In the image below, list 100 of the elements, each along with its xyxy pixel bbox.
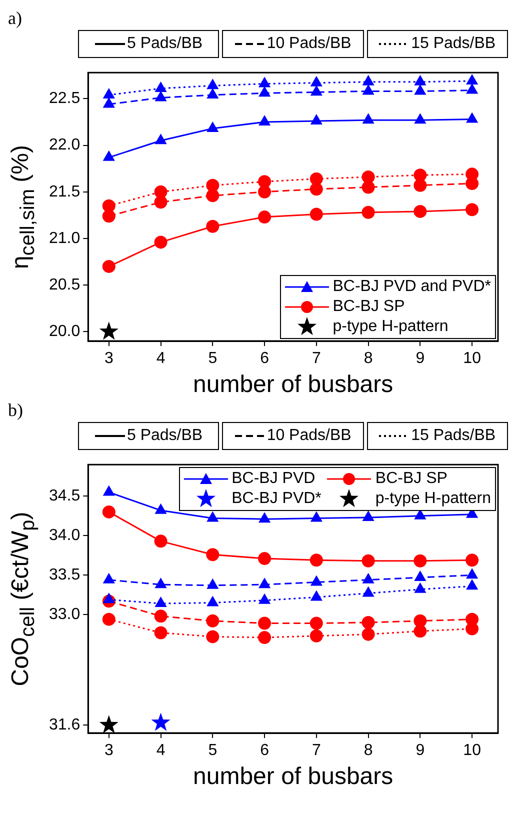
point	[154, 610, 168, 623]
point	[362, 510, 374, 521]
point	[155, 134, 166, 144]
point	[103, 150, 115, 161]
point	[310, 86, 322, 96]
y-tick-label: 33.0	[49, 606, 80, 623]
point	[155, 82, 166, 92]
x-tick-label: 3	[104, 350, 114, 368]
point	[466, 612, 479, 626]
point	[466, 580, 478, 590]
point	[154, 534, 168, 548]
point	[362, 628, 375, 641]
point	[362, 616, 375, 629]
point	[414, 178, 427, 192]
point	[310, 576, 322, 586]
point	[310, 76, 322, 86]
point	[310, 554, 323, 567]
y-tick-label: 20.0	[49, 323, 80, 340]
point	[154, 626, 168, 640]
y-tick-label: 20.5	[49, 276, 80, 294]
point	[414, 582, 426, 593]
x-tick-label: 5	[208, 742, 218, 760]
point	[154, 236, 168, 249]
y-tick-label: 34.5	[49, 488, 80, 505]
point	[466, 203, 479, 216]
x-tick-label: 9	[416, 350, 425, 368]
point	[362, 554, 375, 568]
x-tick-label: 4	[156, 350, 166, 368]
x-tick-label: 6	[260, 742, 270, 760]
point	[103, 573, 115, 584]
x-tick-label: 10	[463, 350, 482, 368]
point	[310, 512, 322, 522]
text: 15 Pads/BB	[411, 35, 496, 53]
x-axis-title: number of busbars	[193, 371, 394, 398]
point	[466, 554, 479, 567]
point	[258, 86, 270, 97]
point	[414, 114, 426, 124]
point	[103, 98, 115, 108]
point	[103, 486, 115, 496]
y-tick-label: 34.0	[49, 527, 80, 544]
x-tick-label: 3	[104, 742, 114, 760]
point	[258, 115, 270, 126]
point	[206, 220, 220, 233]
point	[206, 614, 220, 628]
point	[362, 206, 375, 219]
point	[206, 79, 218, 90]
point	[102, 210, 116, 223]
point	[466, 74, 478, 84]
legend-label: BC-BJ PVD*	[232, 490, 322, 508]
point	[362, 180, 375, 194]
y-tick-label: 21.5	[49, 183, 80, 200]
text: 5 Pads/BB	[126, 35, 203, 53]
legend-label: BC-BJ PVD and PVD*	[332, 278, 491, 296]
point	[258, 210, 272, 224]
point	[258, 77, 270, 88]
y-tick-label: 22.5	[49, 90, 80, 108]
point	[155, 504, 166, 514]
legend-label: p-type H-pattern	[375, 490, 491, 508]
point	[362, 573, 374, 584]
legend-label: BC-BJ PVD	[232, 470, 316, 488]
chart-title: b)	[8, 400, 24, 422]
y-tick-label: 21.0	[49, 230, 80, 247]
x-tick-label: 8	[364, 742, 373, 760]
text: 10 Pads/BB	[266, 35, 352, 53]
point	[155, 578, 166, 588]
point	[102, 505, 116, 518]
chart-title: a)	[8, 8, 23, 30]
point	[414, 84, 426, 95]
point	[258, 552, 272, 566]
point	[258, 175, 272, 188]
x-tick-label: 6	[260, 350, 270, 368]
point	[103, 88, 115, 98]
point	[206, 88, 218, 98]
text: 15 Pads/BB	[411, 427, 496, 445]
point	[151, 712, 170, 731]
x-tick-label: 7	[312, 742, 321, 760]
point	[414, 570, 426, 581]
point	[362, 114, 374, 124]
point	[466, 84, 478, 94]
y-tick-label: 22.0	[49, 136, 80, 154]
point	[310, 182, 323, 196]
point	[414, 75, 426, 86]
point	[155, 597, 166, 608]
point	[206, 596, 218, 606]
point	[206, 122, 218, 132]
point	[466, 177, 479, 190]
point	[414, 614, 427, 628]
x-tick-label: 8	[364, 350, 373, 368]
point	[206, 189, 220, 202]
point	[99, 715, 118, 733]
x-tick-label: 4	[156, 742, 166, 760]
point	[258, 616, 272, 630]
point	[258, 630, 272, 644]
point	[103, 593, 115, 604]
x-axis-title: number of busbars	[193, 763, 394, 790]
point	[258, 185, 272, 198]
point	[258, 578, 270, 588]
x-tick-label: 5	[208, 350, 218, 368]
x-tick-label: 10	[463, 742, 482, 760]
point	[362, 84, 374, 95]
